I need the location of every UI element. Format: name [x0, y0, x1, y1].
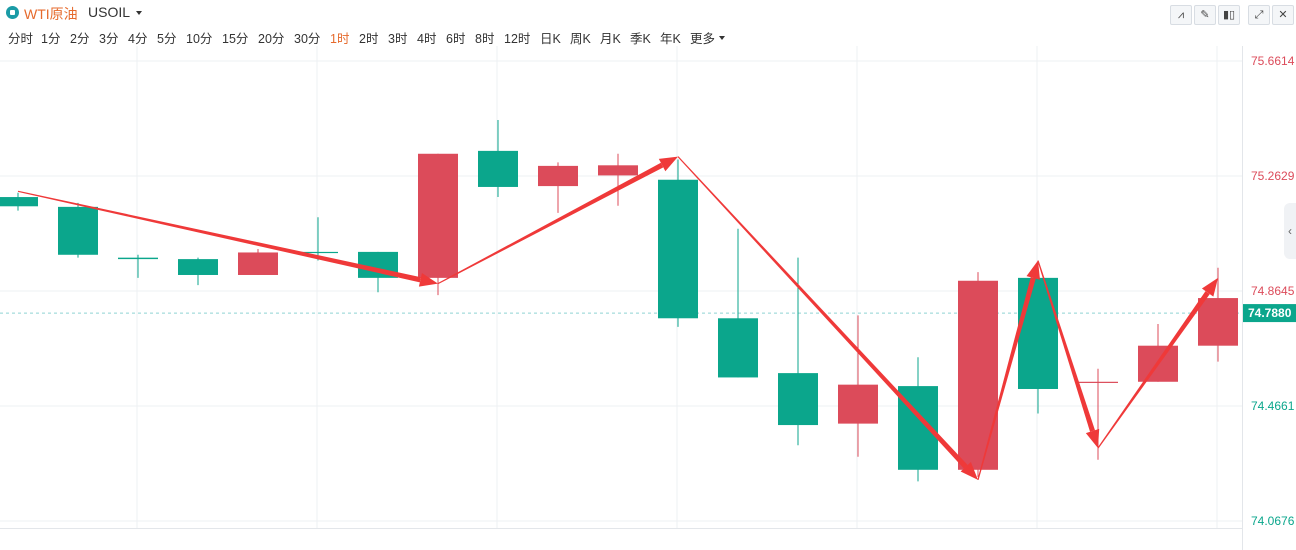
candle [418, 153, 458, 296]
timeframe-tab[interactable]: 1分 [41, 32, 61, 46]
trend-arrow-shaft [1097, 291, 1210, 449]
candle-body [538, 165, 578, 187]
candle [778, 257, 818, 446]
candle-body [1018, 277, 1058, 389]
candle [178, 257, 218, 286]
grid-lines [0, 46, 1242, 528]
candle [118, 254, 158, 278]
candle [1018, 263, 1058, 414]
trend-arrows [17, 156, 1218, 481]
timeframe-tab-active[interactable]: 1时 [330, 32, 350, 46]
candle-type-icon[interactable]: ▮▯ [1218, 5, 1240, 25]
candle [478, 119, 518, 198]
y-tick-label: 74.4661 [1251, 399, 1295, 413]
y-tick-label: 75.2629 [1251, 169, 1295, 183]
candle [0, 192, 38, 211]
close-icon[interactable]: ✕ [1272, 5, 1294, 25]
candle [298, 217, 338, 261]
trend-arrow-head [658, 156, 678, 172]
timeframe-tab[interactable]: 10分 [186, 32, 213, 46]
trend-arrow-shaft [977, 277, 1036, 481]
candle [598, 153, 638, 206]
timeframe-tab[interactable]: 15分 [222, 32, 249, 46]
timeframe-tab[interactable]: 4时 [417, 32, 437, 46]
trend-arrow-shaft [17, 190, 421, 283]
current-price-label: 74.7880 [1248, 306, 1292, 320]
chevron-down-icon[interactable] [136, 11, 142, 15]
timeframe-tab[interactable]: 月K [600, 32, 621, 46]
timeframe-tab[interactable]: 4分 [128, 32, 148, 46]
more-timeframes-button[interactable]: 更多 [690, 32, 716, 46]
y-tick-label: 74.0676 [1251, 514, 1295, 528]
candle [898, 357, 938, 482]
trend-arrow-shaft [677, 156, 968, 469]
timeframe-tab[interactable]: 6时 [446, 32, 466, 46]
candle [58, 202, 98, 258]
trend-arrow-shaft [437, 162, 664, 285]
fullscreen-icon[interactable]: ⤢ [1248, 5, 1270, 25]
candle-body [718, 318, 758, 378]
timeframe-tab[interactable]: 3时 [388, 32, 408, 46]
candle [718, 228, 758, 378]
candle-body [838, 384, 878, 424]
timeframe-tab[interactable]: 5分 [157, 32, 177, 46]
indicator-icon[interactable]: ⩘ [1170, 5, 1192, 25]
candle [658, 159, 698, 327]
candle-body [1198, 298, 1238, 346]
candle-body [1078, 381, 1118, 383]
candle-body [658, 179, 698, 319]
trend-arrow-head [1026, 260, 1041, 280]
symbol-name[interactable]: WTI原油 [24, 6, 78, 22]
candle-body [238, 252, 278, 275]
timeframe-tab[interactable]: 日K [540, 32, 561, 46]
candle [238, 249, 278, 275]
timeframe-tab[interactable]: 年K [660, 32, 681, 46]
timeframe-tab[interactable]: 2分 [70, 32, 90, 46]
candles [0, 119, 1238, 482]
symbol-code[interactable]: USOIL [88, 4, 131, 20]
chevron-left-icon[interactable]: ‹ [1284, 203, 1296, 259]
timeframe-tab[interactable]: 30分 [294, 32, 321, 46]
trend-arrow-head [960, 461, 978, 480]
timeframe-bar: 分时 1分 2分 3分 4分 5分 10分 15分 20分 30分 1时 2时 … [0, 26, 760, 46]
trend-arrow-head [1201, 277, 1218, 297]
candle-body [118, 257, 158, 260]
candle-body [778, 373, 818, 426]
candle-body [418, 153, 458, 278]
candle-body [58, 206, 98, 255]
candle [958, 272, 998, 478]
trend-arrow-head [418, 272, 438, 287]
candle-body [958, 280, 998, 470]
y-tick-label: 75.6614 [1251, 54, 1295, 68]
candle [838, 315, 878, 457]
timeframe-tab[interactable]: 8时 [475, 32, 495, 46]
current-price-tag [1243, 304, 1296, 323]
timeframe-tab[interactable]: 20分 [258, 32, 285, 46]
timeframe-tab[interactable]: 12时 [504, 32, 531, 46]
chevron-down-icon[interactable] [719, 36, 725, 40]
candle [538, 162, 578, 213]
timeframe-tab[interactable]: 季K [630, 32, 651, 46]
candle-body [178, 259, 218, 275]
candle [1198, 267, 1238, 362]
trend-arrow-shaft [1037, 260, 1095, 432]
timeframe-tab[interactable]: 分时 [8, 32, 34, 46]
timeframe-tab[interactable]: 周K [570, 32, 591, 46]
candle-body [478, 150, 518, 187]
trend-arrow-head [1085, 428, 1100, 449]
oil-drop-icon [6, 6, 19, 19]
candle-body [298, 251, 338, 254]
timeframe-tab[interactable]: 2时 [359, 32, 379, 46]
chart-header: WTI原油 USOIL ⩘ ✎ ▮▯ ⤢ ✕ [0, 0, 1296, 26]
y-tick-label: 74.8645 [1251, 284, 1295, 298]
candle [1138, 324, 1178, 382]
candle-body [0, 197, 38, 207]
timeframe-tab[interactable]: 3分 [99, 32, 119, 46]
candle-body [598, 165, 638, 176]
draw-pen-icon[interactable]: ✎ [1194, 5, 1216, 25]
